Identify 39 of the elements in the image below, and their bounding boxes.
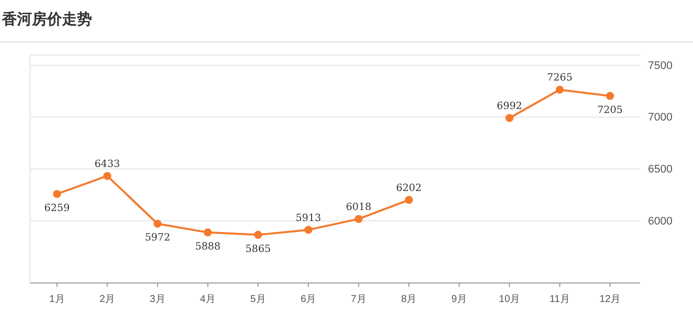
point [354, 214, 363, 223]
y-tick-label: 6500 [648, 164, 672, 176]
data-label: 6433 [94, 158, 120, 170]
x-tick-label: 10月 [498, 294, 520, 305]
data-label: 5913 [296, 212, 322, 224]
point [154, 220, 162, 228]
data-label: 5888 [195, 241, 221, 252]
data-label: 6992 [496, 101, 522, 112]
data-label: 6018 [346, 202, 372, 213]
point [204, 228, 212, 236]
x-tick-label: 11月 [550, 294, 570, 305]
data-label: 6202 [396, 182, 422, 194]
data-label: 5972 [144, 232, 170, 244]
point [254, 230, 262, 239]
point [606, 92, 614, 100]
y-tick-label: 7500 [648, 60, 672, 72]
data-label: 5865 [245, 244, 271, 255]
point [556, 86, 564, 94]
x-tick-label: 9月 [451, 294, 467, 305]
data-label: 7265 [547, 72, 572, 84]
x-tick-label: 5月 [250, 294, 266, 305]
point [404, 196, 413, 204]
x-tick-label: 3月 [150, 294, 166, 305]
point [53, 190, 61, 198]
y-tick-label: 6000 [648, 215, 672, 228]
x-tick-label: 7月 [350, 294, 366, 305]
x-tick-label: 12月 [599, 294, 621, 305]
x-tick-label: 1月 [49, 294, 65, 305]
x-tick-label: 6月 [300, 294, 316, 305]
point [505, 114, 514, 122]
data-label: 7205 [597, 104, 623, 116]
chart-title: 香河房价走势 [1, 10, 92, 28]
x-tick-label: 8月 [401, 294, 417, 305]
y-tick-label: 7000 [648, 112, 672, 124]
point [103, 172, 112, 180]
x-tick-label: 4月 [200, 294, 216, 305]
point [304, 226, 312, 234]
data-label: 6259 [44, 202, 70, 214]
x-tick-label: 2月 [99, 294, 116, 305]
